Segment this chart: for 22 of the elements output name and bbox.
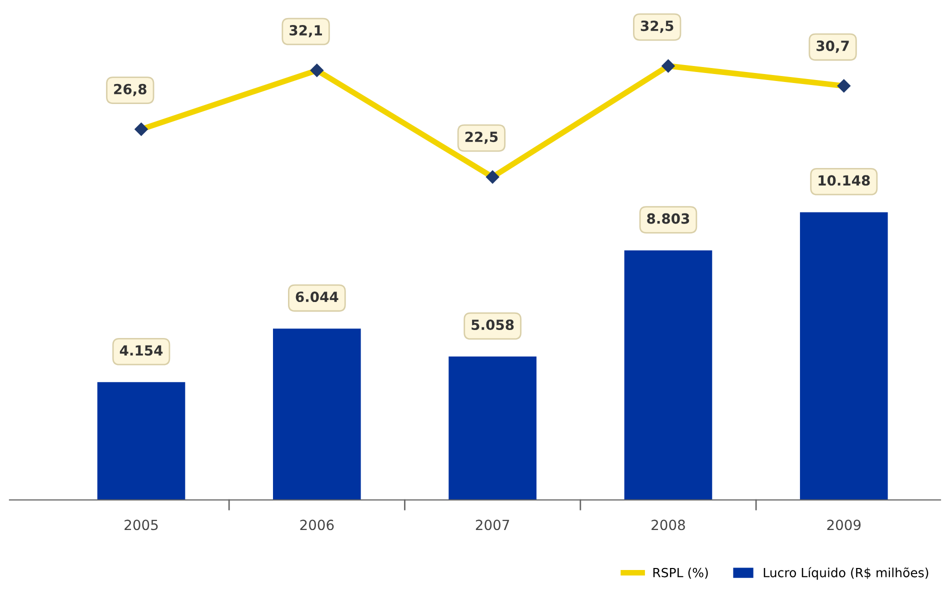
- bar: [624, 250, 712, 500]
- bar: [448, 356, 536, 500]
- x-tick-label: 2007: [476, 520, 510, 530]
- data-label: 26,8: [114, 84, 146, 96]
- bar: [97, 382, 186, 500]
- x-tick-label: 2008: [652, 520, 685, 530]
- data-label: 6.044: [296, 292, 338, 302]
- data-label: 4.154: [120, 345, 163, 356]
- x-tick-label: 2005: [124, 520, 158, 530]
- data-label: 32,1: [290, 25, 322, 38]
- legend-label: Lucro Líquido (R$ milhões): [764, 567, 928, 580]
- bar: [272, 328, 361, 500]
- x-tick-label: 2009: [827, 520, 861, 530]
- data-label: 30,7: [816, 40, 849, 53]
- data-label: 22,5: [465, 132, 498, 144]
- data-label: 5.058: [472, 320, 514, 330]
- data-label: 10.148: [818, 175, 870, 186]
- bar: [800, 212, 888, 500]
- x-tick-label: 2006: [300, 520, 334, 530]
- data-label: 32,5: [640, 20, 674, 33]
- data-label: 8.803: [647, 213, 690, 224]
- legend-label: RSPL (%): [653, 568, 708, 579]
